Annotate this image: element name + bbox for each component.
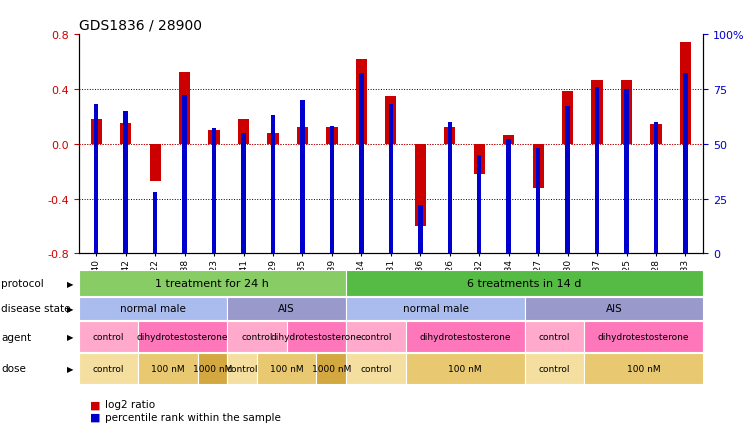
- Bar: [444, 128, 456, 144]
- Bar: [330, 127, 334, 254]
- Bar: [297, 128, 308, 144]
- Text: control: control: [361, 364, 392, 373]
- Bar: [238, 120, 249, 144]
- Bar: [389, 105, 393, 254]
- Text: dihydrotestosterone: dihydrotestosterone: [598, 332, 690, 341]
- Bar: [359, 74, 364, 254]
- Bar: [267, 133, 278, 144]
- Text: control: control: [93, 364, 124, 373]
- Bar: [418, 206, 423, 254]
- Bar: [300, 100, 304, 254]
- Bar: [271, 116, 275, 254]
- Bar: [477, 155, 482, 254]
- Text: control: control: [361, 332, 392, 341]
- Bar: [183, 96, 187, 254]
- Text: ▶: ▶: [67, 304, 73, 313]
- Bar: [120, 124, 132, 144]
- Text: 1000 nM: 1000 nM: [193, 364, 232, 373]
- Bar: [565, 107, 570, 254]
- Text: normal male: normal male: [402, 304, 468, 313]
- Text: AIS: AIS: [606, 304, 622, 313]
- Bar: [625, 89, 629, 254]
- Bar: [326, 128, 337, 144]
- Bar: [595, 87, 599, 254]
- Text: dihydrotestosterone: dihydrotestosterone: [271, 332, 362, 341]
- Bar: [473, 144, 485, 174]
- Text: ■: ■: [90, 400, 100, 409]
- Text: AIS: AIS: [278, 304, 295, 313]
- Text: control: control: [539, 364, 570, 373]
- Bar: [506, 140, 511, 254]
- Bar: [683, 74, 687, 254]
- Text: normal male: normal male: [120, 304, 186, 313]
- Bar: [212, 129, 216, 254]
- Text: 6 treatments in 14 d: 6 treatments in 14 d: [468, 279, 582, 288]
- Text: ▶: ▶: [67, 279, 73, 288]
- Text: control: control: [93, 332, 124, 341]
- Bar: [123, 112, 128, 254]
- Bar: [680, 43, 691, 144]
- Bar: [150, 144, 161, 181]
- Text: dose: dose: [1, 364, 26, 373]
- Text: GDS1836 / 28900: GDS1836 / 28900: [79, 18, 201, 32]
- Text: dihydrotestosterone: dihydrotestosterone: [420, 332, 511, 341]
- Text: protocol: protocol: [1, 279, 44, 288]
- Text: ▶: ▶: [67, 332, 73, 341]
- Text: 1 treatment for 24 h: 1 treatment for 24 h: [156, 279, 269, 288]
- Text: 100 nM: 100 nM: [270, 364, 304, 373]
- Text: disease state: disease state: [1, 304, 71, 313]
- Text: ■: ■: [90, 412, 100, 421]
- Bar: [91, 120, 102, 144]
- Text: control: control: [539, 332, 570, 341]
- Bar: [356, 59, 367, 144]
- Bar: [209, 131, 220, 144]
- Bar: [414, 144, 426, 227]
- Text: log2 ratio: log2 ratio: [105, 400, 155, 409]
- Text: 1000 nM: 1000 nM: [312, 364, 351, 373]
- Text: control: control: [227, 364, 258, 373]
- Bar: [242, 133, 246, 254]
- Bar: [650, 125, 661, 144]
- Bar: [536, 149, 540, 254]
- Text: percentile rank within the sample: percentile rank within the sample: [105, 412, 280, 421]
- Bar: [153, 193, 157, 254]
- Text: 100 nM: 100 nM: [151, 364, 185, 373]
- Text: 100 nM: 100 nM: [448, 364, 482, 373]
- Bar: [503, 136, 515, 144]
- Text: ▶: ▶: [67, 364, 73, 373]
- Text: agent: agent: [1, 332, 31, 342]
- Bar: [621, 81, 632, 144]
- Text: control: control: [242, 332, 273, 341]
- Bar: [533, 144, 544, 188]
- Text: 100 nM: 100 nM: [627, 364, 660, 373]
- Text: dihydrotestosterone: dihydrotestosterone: [137, 332, 228, 341]
- Bar: [654, 122, 658, 254]
- Bar: [592, 81, 603, 144]
- Bar: [385, 96, 396, 144]
- Bar: [447, 122, 452, 254]
- Bar: [179, 73, 190, 144]
- Bar: [94, 105, 99, 254]
- Bar: [562, 92, 573, 144]
